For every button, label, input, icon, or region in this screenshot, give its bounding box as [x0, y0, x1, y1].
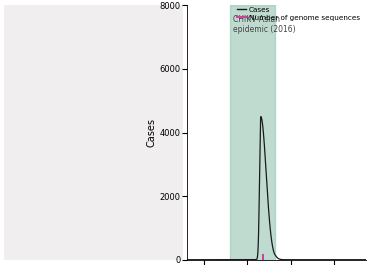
Bar: [230, 5, 276, 260]
Bar: [262, 254, 264, 260]
Y-axis label: Cases: Cases: [147, 118, 157, 147]
Legend: Cases, Number of genome sequences: Cases, Number of genome sequences: [234, 4, 363, 24]
Text: CHIKV Asian
epidemic (2016): CHIKV Asian epidemic (2016): [233, 15, 296, 34]
